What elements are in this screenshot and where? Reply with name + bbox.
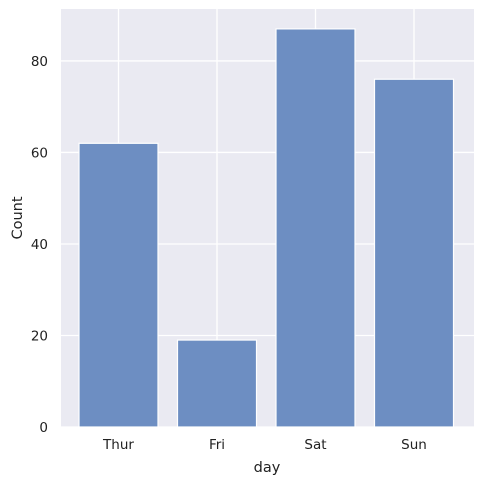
y-tick-label: 0 <box>39 420 48 436</box>
x-tick-label-sat: Sat <box>304 437 326 453</box>
bar-fri <box>176 339 258 428</box>
bars <box>78 28 455 428</box>
x-tick-label-sun: Sun <box>401 437 427 453</box>
bar-sun <box>373 78 455 428</box>
y-tick-label: 40 <box>31 237 48 253</box>
y-tick-label: 20 <box>31 328 48 344</box>
x-tick-label-fri: Fri <box>209 437 225 453</box>
x-axis-label: day <box>254 460 281 476</box>
x-tick-labels: Thur Fri Sat Sun <box>102 437 427 453</box>
y-tick-label: 80 <box>31 54 48 70</box>
y-axis-label: Count <box>10 196 26 239</box>
x-tick-label-thur: Thur <box>102 437 134 453</box>
bar-sat <box>275 28 356 428</box>
y-tick-label: 60 <box>31 145 48 161</box>
y-tick-labels: 0 20 40 60 80 <box>31 54 48 436</box>
bar-thur <box>78 142 159 428</box>
